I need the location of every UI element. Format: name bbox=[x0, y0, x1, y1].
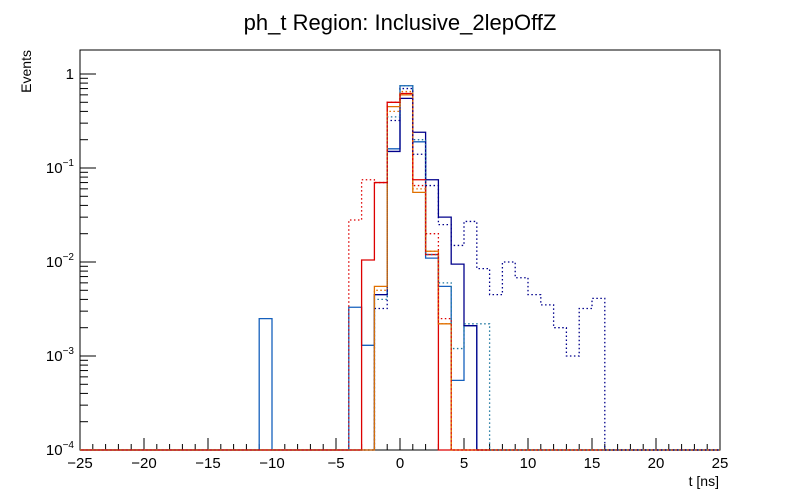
x-tick-label: −10 bbox=[259, 455, 284, 472]
x-tick-label: −5 bbox=[327, 455, 344, 472]
x-tick-label: −15 bbox=[195, 455, 220, 472]
x-tick-label: 10 bbox=[520, 455, 537, 472]
histogram-series-1 bbox=[80, 97, 720, 451]
y-tick-label: 10−3 bbox=[46, 346, 75, 365]
histogram-series-group bbox=[80, 85, 720, 451]
x-tick-label: 0 bbox=[396, 455, 404, 472]
x-axis-label: t [ns] bbox=[689, 473, 719, 489]
y-tick-label: 10−4 bbox=[46, 440, 75, 459]
x-axis: −25 −20 −15 −10 −5 0 5 10 15 20 25 bbox=[67, 438, 728, 472]
chart-title: ph_t Region: Inclusive_2lepOffZ bbox=[244, 10, 557, 35]
x-tick-label: 20 bbox=[648, 455, 665, 472]
x-tick-label: −20 bbox=[131, 455, 156, 472]
y-axis: 10−4 10−3 10−2 10−1 1 bbox=[46, 66, 96, 459]
y-tick-label: 10−1 bbox=[46, 158, 75, 177]
y-axis-label: Events bbox=[18, 50, 34, 93]
y-tick-label: 10−2 bbox=[46, 252, 75, 271]
x-tick-label: 15 bbox=[584, 455, 601, 472]
x-tick-label: −25 bbox=[67, 455, 92, 472]
x-tick-label: 5 bbox=[460, 455, 468, 472]
histogram-series-7 bbox=[80, 90, 720, 451]
x-tick-label: 25 bbox=[712, 455, 729, 472]
y-tick-label: 1 bbox=[66, 66, 74, 83]
